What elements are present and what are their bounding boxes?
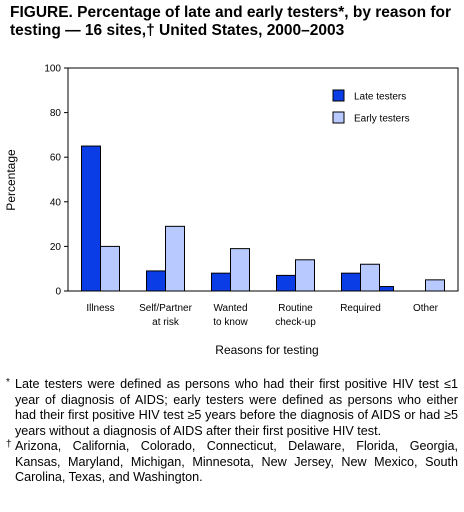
figure-title: FIGURE. Percentage of late and early tes… xyxy=(10,4,452,39)
y-tick-label: 0 xyxy=(55,287,61,298)
legend: Late testers Early testers xyxy=(332,89,410,125)
bar-early-testers xyxy=(295,259,315,292)
bar-late-testers xyxy=(211,272,231,292)
bar-chart: 0 20 40 60 80 100 Illness Self/Partner at risk W… xyxy=(4,64,459,357)
footnotes: * Late testers were defined as persons w… xyxy=(6,377,458,486)
x-tick-label-line: Illness xyxy=(86,303,114,314)
footnote-mark: * xyxy=(6,377,10,388)
bar-late-testers xyxy=(146,270,166,292)
x-tick-label-line: check-up xyxy=(275,317,316,328)
y-tick-label: 80 xyxy=(50,108,62,119)
legend-swatch xyxy=(332,89,345,102)
y-tick-label: 100 xyxy=(44,64,61,75)
bar-late-testers xyxy=(81,145,101,292)
y-tick-label: 20 xyxy=(50,242,62,253)
footnote-text: Arizona, California, Colorado, Connectic… xyxy=(15,439,458,484)
bar-early-testers xyxy=(165,225,185,292)
footnote-testers-definition: * Late testers were defined as persons w… xyxy=(6,377,458,439)
bar-late-testers xyxy=(276,274,296,292)
x-axis-tick-labels: Illness Self/Partner at risk Wanted to know R… xyxy=(86,303,438,328)
x-tick-label-line: Self/Partner xyxy=(139,303,192,314)
y-tick-label: 40 xyxy=(50,197,62,208)
bar-early-testers xyxy=(230,248,250,292)
footnote-mark: † xyxy=(6,439,12,450)
plot-border xyxy=(67,67,459,292)
bar-early-testers xyxy=(360,263,380,292)
x-tick-label: Routine check-up xyxy=(275,303,316,328)
bar-extra xyxy=(379,286,394,292)
bar-early-testers xyxy=(425,279,445,292)
bars xyxy=(81,145,445,292)
x-axis-label: Reasons for testing xyxy=(215,343,318,357)
x-tick-label-line: to know xyxy=(213,317,248,328)
bar-early-testers xyxy=(100,245,120,292)
x-tick-label: Illness xyxy=(86,303,114,314)
x-tick-label: Required xyxy=(340,303,381,314)
y-axis-label: Percentage xyxy=(4,149,18,211)
footnote-text: Late testers were defined as persons who… xyxy=(15,377,458,438)
legend-label: Late testers xyxy=(354,92,406,103)
bar-late-testers xyxy=(341,272,361,292)
x-tick-label: Other xyxy=(413,303,439,314)
plot-frame xyxy=(67,67,459,292)
x-tick-label-line: Other xyxy=(413,303,439,314)
x-tick-label-line: Required xyxy=(340,303,381,314)
x-tick-label: Wanted to know xyxy=(213,303,248,328)
x-tick-label-line: Routine xyxy=(278,303,313,314)
x-tick-label-line: Wanted xyxy=(213,303,247,314)
x-tick-label-line: at risk xyxy=(152,317,180,328)
footnote-sites: † Arizona, California, Colorado, Connect… xyxy=(6,439,458,486)
legend-label: Early testers xyxy=(354,114,410,125)
y-axis-ticks: 0 20 40 60 80 100 xyxy=(44,64,68,298)
y-tick-label: 60 xyxy=(50,153,62,164)
legend-swatch xyxy=(332,111,345,124)
x-tick-label: Self/Partner at risk xyxy=(139,303,192,328)
